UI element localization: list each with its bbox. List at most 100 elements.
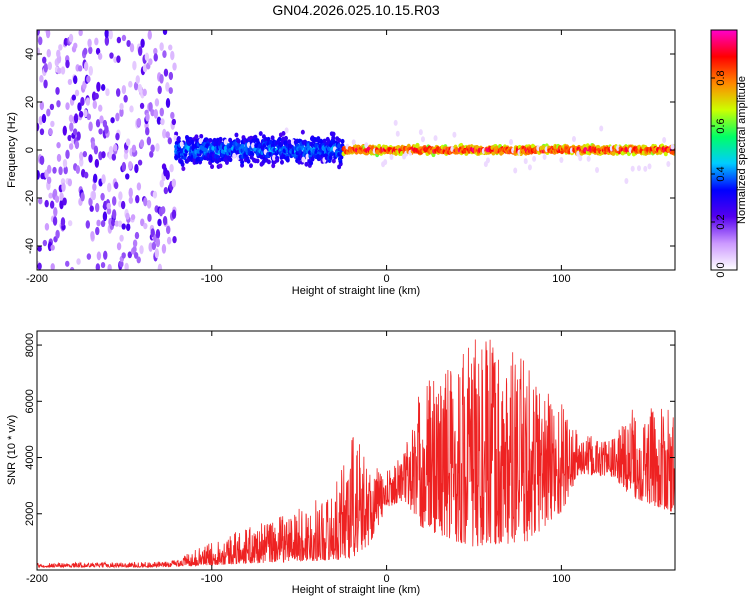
spectrogram-cell bbox=[171, 178, 177, 188]
spectrogram-cell bbox=[377, 143, 382, 149]
spectrogram-cell bbox=[60, 66, 66, 75]
spectrogram-y-ticks: -40 -20 0 20 40 bbox=[24, 48, 675, 254]
spectrogram-cell bbox=[670, 143, 675, 150]
spectrogram-cell bbox=[132, 245, 137, 253]
spectrogram-cell bbox=[80, 96, 85, 107]
spectrogram-cell bbox=[37, 262, 42, 270]
snr-y-axis-label: SNR (10 * v/v) bbox=[6, 415, 18, 485]
snr-x-ticks: -200 -100 0 100 bbox=[26, 331, 571, 585]
spectrogram-cell bbox=[199, 133, 204, 139]
spectrogram-cell bbox=[433, 135, 438, 142]
spectrogram-cell bbox=[148, 101, 153, 112]
spectrogram-cell bbox=[452, 131, 457, 138]
spectrogram-cell bbox=[39, 128, 45, 136]
spectrogram-cell bbox=[599, 125, 604, 132]
spectrogram-x-tick-label: -200 bbox=[26, 273, 48, 285]
spectrogram-cell bbox=[301, 156, 306, 163]
spectrogram-cell bbox=[50, 244, 55, 251]
spectrogram-cell bbox=[46, 49, 51, 58]
spectrogram-cell bbox=[139, 245, 144, 255]
spectrogram-cell bbox=[157, 263, 163, 270]
spectrogram-cell bbox=[49, 103, 55, 111]
spectrogram-cell bbox=[532, 155, 537, 162]
spectrogram-cell bbox=[59, 192, 64, 201]
spectrogram-cell bbox=[108, 30, 113, 40]
spectrogram-cell bbox=[288, 144, 293, 149]
spectrogram-cell bbox=[663, 151, 668, 157]
spectrogram-cell bbox=[55, 229, 60, 239]
spectrogram-cell bbox=[124, 262, 129, 270]
spectrogram-cell bbox=[100, 84, 106, 91]
spectrogram-cell bbox=[113, 143, 118, 152]
spectrogram-cell bbox=[99, 115, 104, 124]
spectrogram-cell bbox=[162, 128, 167, 139]
spectrogram-cell bbox=[165, 131, 170, 139]
spectrogram-cell bbox=[155, 237, 161, 248]
spectrogram-cell bbox=[393, 119, 398, 126]
spectrogram-cell bbox=[170, 50, 175, 61]
spectrogram-y-tick-label: -40 bbox=[24, 238, 36, 254]
spectrogram-cell bbox=[96, 81, 101, 92]
spectrogram-cell bbox=[39, 155, 45, 166]
spectrogram-cell bbox=[168, 71, 174, 81]
spectrogram-cell bbox=[181, 166, 186, 172]
spectrogram-cell bbox=[166, 225, 171, 235]
spectrogram-cell bbox=[328, 155, 333, 161]
spectrogram-cell bbox=[107, 182, 112, 193]
spectrogram-cell bbox=[85, 220, 91, 229]
colorbar-ticks: 0.0 0.2 0.4 0.6 0.8 bbox=[711, 70, 727, 278]
spectrogram-cell bbox=[52, 166, 57, 174]
spectrogram-cell bbox=[251, 138, 256, 144]
spectrogram-cell bbox=[83, 171, 89, 179]
spectrogram-cell bbox=[149, 150, 154, 158]
spectrogram-cell bbox=[42, 56, 47, 64]
spectrogram-cell bbox=[100, 220, 106, 228]
spectrogram-cell bbox=[83, 61, 89, 72]
spectrogram-cell bbox=[136, 117, 142, 127]
spectrogram-y-tick-label: 20 bbox=[24, 96, 36, 108]
spectrogram-cell bbox=[643, 165, 648, 172]
spectrogram-cell bbox=[78, 110, 84, 118]
spectrogram-cell bbox=[146, 136, 152, 146]
spectrogram-cell bbox=[86, 75, 91, 83]
spectrogram-cell bbox=[86, 253, 92, 260]
spectrogram-cell bbox=[115, 132, 120, 141]
spectrogram-cell bbox=[41, 113, 47, 124]
spectrogram-cell bbox=[78, 30, 83, 37]
spectrogram-cell bbox=[624, 177, 629, 184]
spectrogram-cell bbox=[54, 195, 60, 203]
snr-panel: -200 -100 0 100 2000 4000 6000 8000 Height of … bbox=[6, 330, 676, 596]
spectrogram-cell bbox=[578, 155, 583, 162]
spectrogram-cell bbox=[42, 239, 48, 247]
spectrogram-cell bbox=[65, 260, 70, 267]
spectrogram-cell bbox=[647, 163, 652, 170]
spectrogram-cell bbox=[76, 258, 81, 265]
spectrogram-cell bbox=[74, 89, 80, 97]
spectrogram-cell bbox=[132, 60, 137, 71]
snr-y-tick-label: 2000 bbox=[24, 502, 36, 526]
spectrogram-cell bbox=[155, 143, 160, 152]
spectrogram-cell bbox=[61, 182, 66, 192]
spectrogram-cell bbox=[75, 165, 81, 174]
spectrogram-cell bbox=[234, 132, 239, 138]
spectrogram-cell bbox=[309, 160, 314, 166]
spectrogram-cell bbox=[208, 137, 213, 143]
spectrogram-cell bbox=[125, 173, 130, 180]
spectrogram-cell bbox=[364, 142, 369, 149]
spectrogram-cell bbox=[119, 234, 124, 242]
spectrogram-cell bbox=[157, 218, 162, 227]
spectrogram-cell bbox=[38, 197, 43, 205]
spectrogram-cell bbox=[56, 49, 61, 58]
spectrogram-cell bbox=[137, 83, 143, 93]
spectrogram-cell bbox=[145, 127, 150, 136]
spectrogram-x-tick-label: 0 bbox=[384, 273, 390, 285]
spectrogram-cell bbox=[586, 155, 591, 162]
snr-y-ticks: 2000 4000 6000 8000 bbox=[24, 333, 675, 526]
spectrogram-cell bbox=[310, 156, 315, 162]
spectrogram-cell bbox=[137, 159, 143, 166]
spectrogram-cell bbox=[131, 144, 137, 153]
spectrogram-cell bbox=[139, 139, 145, 148]
colorbar-label: Normalized spectral amplitude bbox=[736, 76, 748, 224]
